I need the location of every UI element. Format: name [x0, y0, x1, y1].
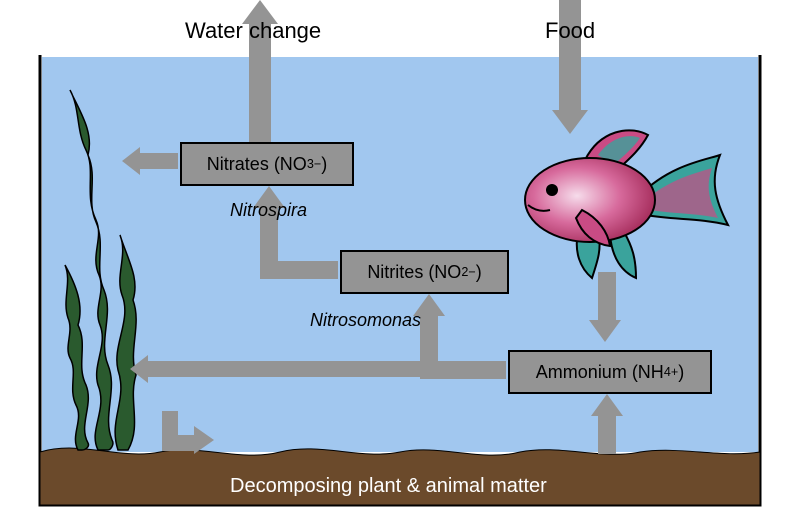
- label-water-change: Water change: [185, 18, 321, 44]
- label-nitrospira: Nitrospira: [230, 200, 307, 221]
- label-food: Food: [545, 18, 595, 44]
- diagram-canvas: Nitrates (NO3−) Nitrites (NO2−) Ammonium…: [0, 0, 800, 510]
- label-nitrosomonas: Nitrosomonas: [310, 310, 421, 331]
- fish: [0, 0, 800, 510]
- label-decomposing: Decomposing plant & animal matter: [230, 475, 547, 498]
